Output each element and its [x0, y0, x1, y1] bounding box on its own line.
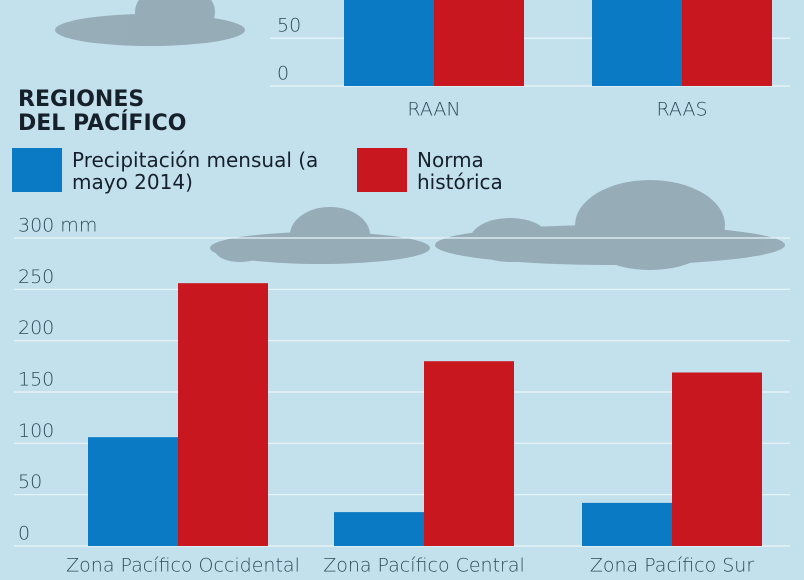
bar [178, 283, 268, 546]
x-tick-label: Zona Pacífico Central [323, 555, 525, 577]
bar [682, 0, 772, 86]
legend-label: Norma histórica [417, 149, 537, 193]
y-tick-label: 150 [18, 369, 54, 391]
y-tick-label: 50 [18, 471, 42, 493]
bar [434, 0, 524, 86]
infographic: 0 50 RAAN RAAS 0 50 100 150 200 250 300 mm Zona Pac… [0, 0, 804, 580]
bar [582, 503, 672, 546]
y-tick-label: 0 [277, 63, 289, 85]
y-tick-label: 100 [18, 420, 54, 442]
x-tick-label: Zona Pacífico Occidental [66, 555, 300, 577]
bar [344, 0, 434, 86]
legend-label: Precipitación mensual (a mayo 2014) [72, 149, 342, 193]
bar [334, 512, 424, 546]
legend-swatch [357, 148, 407, 192]
bar [424, 361, 514, 546]
x-tick-label: RAAN [407, 99, 460, 121]
bar [592, 0, 682, 86]
x-tick-label: RAAS [656, 99, 707, 121]
y-tick-label: 250 [18, 266, 54, 288]
legend-title: REGIONES DEL PACÍFICO [18, 88, 193, 136]
y-tick-label: 0 [18, 523, 30, 545]
legend-swatch [12, 148, 62, 192]
bar [672, 372, 762, 546]
bar [88, 437, 178, 546]
y-tick-label: 200 [18, 317, 54, 339]
x-tick-label: Zona Pacífico Sur [590, 555, 755, 577]
y-tick-label: 300 mm [18, 215, 97, 237]
y-tick-label: 50 [277, 15, 301, 37]
